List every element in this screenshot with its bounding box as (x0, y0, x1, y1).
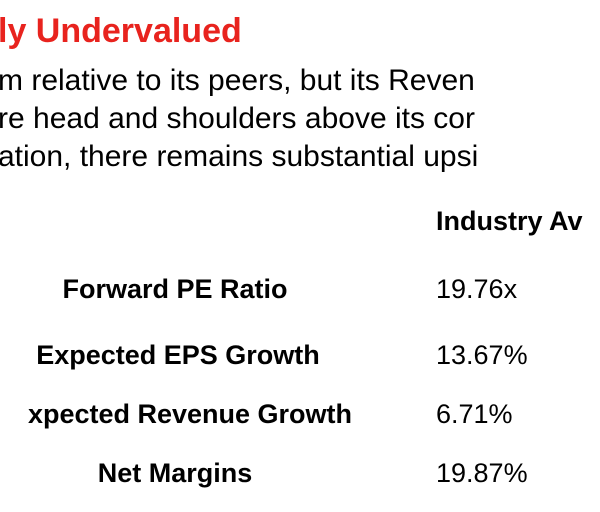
metric-forward-pe-ratio: Forward PE Ratio (62, 274, 288, 304)
value-expected-revenue-growth: 6.71% (436, 399, 513, 429)
paragraph-line-1: m relative to its peers, but its Reven (0, 64, 475, 97)
slide-title: ly Undervalued (0, 12, 242, 50)
industry-average-header: Industry Av (436, 206, 583, 236)
value-net-margins: 19.87% (436, 458, 528, 488)
metric-net-margins: Net Margins (97, 458, 253, 488)
paragraph-line-2: re head and shoulders above its cor (0, 102, 475, 135)
paragraph-line-3: ation, there remains substantial upsi (0, 140, 479, 173)
metric-expected-revenue-growth: xpected Revenue Growth (27, 399, 353, 429)
metric-expected-eps-growth: Expected EPS Growth (36, 340, 320, 370)
value-expected-eps-growth: 13.67% (436, 340, 528, 370)
value-forward-pe-ratio: 19.76x (436, 274, 518, 304)
